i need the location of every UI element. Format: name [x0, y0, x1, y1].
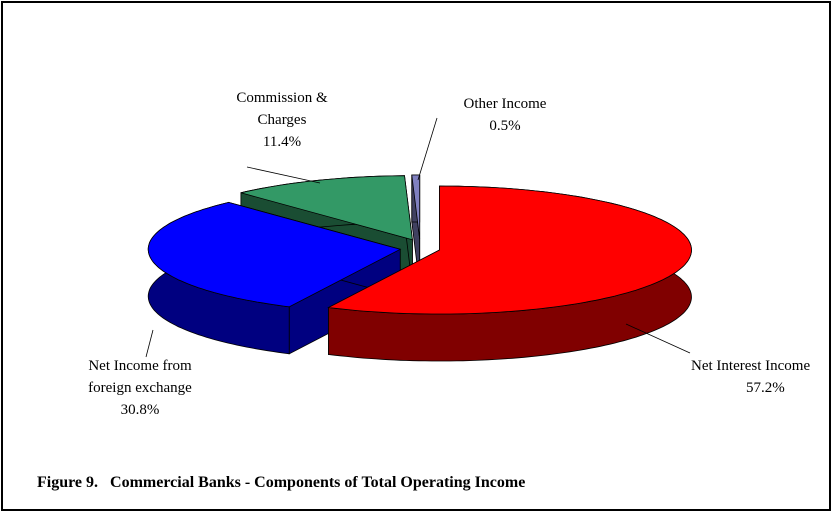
slice [327, 185, 692, 315]
slice [240, 175, 413, 241]
leader-line [246, 166, 321, 184]
value-label: 0.5% [489, 118, 521, 134]
slice-label: Commission & Charges 11.4% [228, 87, 336, 153]
category-label: Net Interest Income [691, 358, 811, 374]
value-label: 11.4% [262, 134, 302, 150]
leader-line [145, 329, 154, 358]
slice [411, 174, 421, 240]
category-label: Other Income [463, 96, 547, 112]
slice-label: Net Income from foreign exchange 30.8% [70, 355, 210, 421]
category-label: Commission & Charges [236, 90, 328, 128]
slice-label: Net Interest Income 57.2% [691, 355, 829, 399]
slice [147, 201, 402, 308]
value-label: 30.8% [120, 402, 160, 418]
leader-line [417, 117, 438, 181]
category-label: Net Income from foreign exchange [88, 358, 192, 396]
chart-title: Figure 9. Commercial Banks - Components … [37, 474, 526, 491]
value-label: 57.2% [746, 380, 785, 396]
leader-line [625, 323, 691, 354]
slice-label: Other Income 0.5% [440, 93, 570, 137]
